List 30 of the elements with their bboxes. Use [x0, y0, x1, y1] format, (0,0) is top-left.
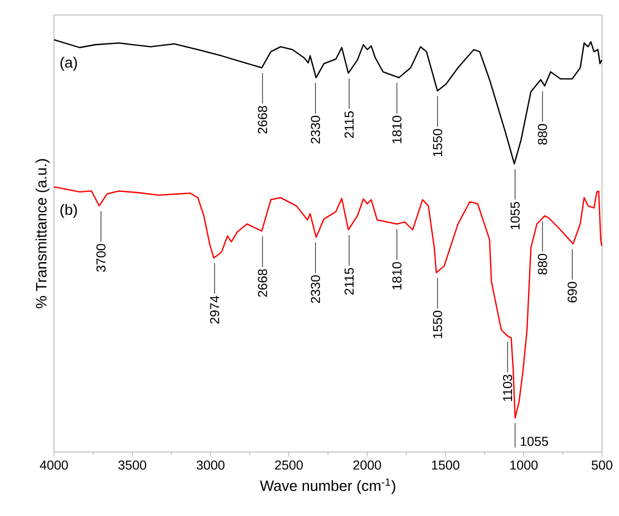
annotation: 880: [538, 254, 548, 274]
annotation: 2668: [258, 106, 268, 134]
annotation: 2115: [344, 111, 354, 138]
annotation: 2974: [210, 296, 220, 324]
annotation: 2115: [344, 268, 354, 295]
annotation: 1055: [520, 436, 548, 446]
series-label: (b): [60, 204, 77, 218]
x-tick-label: 1000: [510, 460, 538, 470]
series-label: (a): [60, 56, 77, 71]
x-axis-title: Wave number (cm$^{-1}$): [260, 478, 396, 494]
annotation: 880: [538, 124, 548, 145]
x-tick-label: 3000: [196, 460, 224, 470]
x-tick-label: 4000: [40, 460, 68, 470]
y-axis-title: % Transmittance (a.u.): [36, 159, 50, 308]
x-tick-label: 2500: [275, 460, 303, 470]
annotation: 1103: [502, 374, 512, 402]
annotation: 690: [568, 282, 577, 302]
annotation: 3700: [96, 244, 106, 272]
annotation: 1055: [510, 202, 520, 230]
annotation: 1810: [392, 116, 402, 144]
annotation: 1550: [433, 310, 442, 338]
annotation: 1810: [392, 262, 402, 290]
annotation: 2330: [310, 116, 320, 144]
annotation: 2668: [258, 269, 268, 297]
annotation: 1550: [433, 128, 442, 156]
x-tick-label: 2000: [353, 460, 382, 470]
x-tick-label: 3500: [118, 460, 146, 470]
x-tick-label: 500: [592, 460, 612, 470]
annotation: 2330: [310, 275, 320, 303]
x-tick-label: 1500: [432, 460, 460, 470]
